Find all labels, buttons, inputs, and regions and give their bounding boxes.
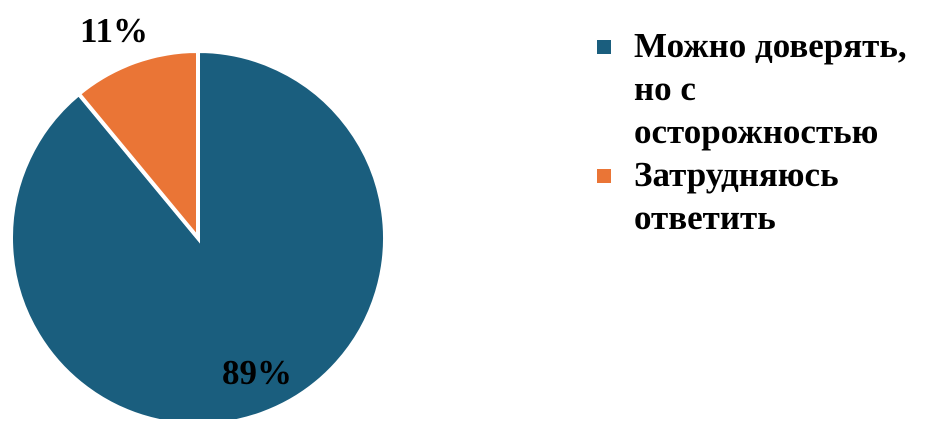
data-label-careful-trust: 89% xyxy=(222,353,292,392)
data-label-hard-to-answer: 11% xyxy=(80,11,148,50)
legend-swatch-careful-trust xyxy=(597,40,611,54)
legend-item-careful-trust: Можно доверять, но с осторожностью xyxy=(597,24,927,153)
legend-label-hard-to-answer: Затрудняюсь ответить xyxy=(634,155,839,237)
pie-slice-hard-to-answer xyxy=(75,48,200,244)
legend-item-hard-to-answer: Затрудняюсь ответить xyxy=(597,153,927,239)
pie-data-labels: 89% 11% xyxy=(80,11,292,392)
legend-label-careful-trust: Можно доверять, но с осторожностью xyxy=(634,26,907,151)
pie-slices xyxy=(9,48,387,424)
legend: Можно доверять, но с осторожностью Затру… xyxy=(597,24,927,239)
legend-swatch-hard-to-answer xyxy=(597,169,611,183)
